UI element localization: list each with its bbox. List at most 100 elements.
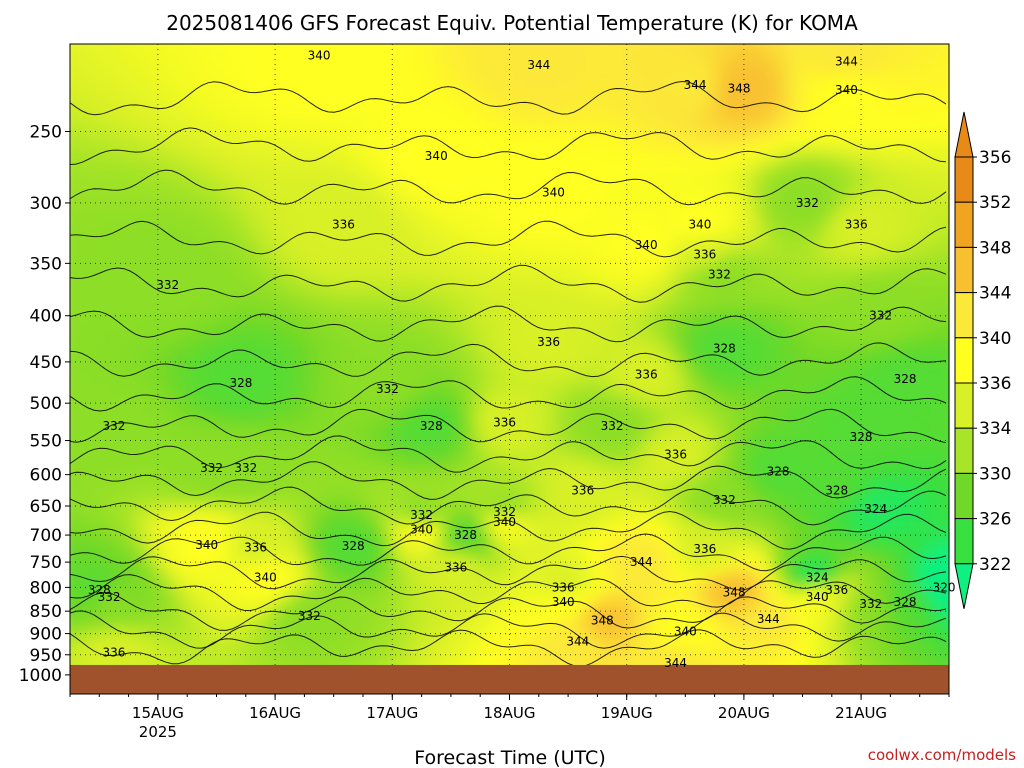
contour-line xyxy=(70,376,947,412)
contour-label: 340 xyxy=(308,49,331,63)
contour-label: 320 xyxy=(933,580,956,594)
contour-label: 336 xyxy=(825,583,848,597)
contour-label: 340 xyxy=(195,538,218,552)
colorbar-segment xyxy=(954,201,974,248)
colorbar-bottom-arrow xyxy=(954,563,974,609)
contour-label: 328 xyxy=(894,595,917,609)
grid-lines xyxy=(70,44,949,694)
y-tick-label: 750 xyxy=(30,553,62,573)
contour-label: 336 xyxy=(444,560,467,574)
contour-label: 332 xyxy=(493,505,516,519)
x-tick-sublabel: 2025 xyxy=(139,723,177,741)
contour-label: 328 xyxy=(88,583,111,597)
y-tick-label: 1000 xyxy=(19,666,62,686)
contour-label: 332 xyxy=(298,609,321,623)
colorbar-segment xyxy=(954,292,974,339)
contour-label: 332 xyxy=(98,590,121,604)
x-tick-label: 18AUG xyxy=(484,704,536,722)
contour-label: 328 xyxy=(850,430,873,444)
contour-label: 328 xyxy=(229,376,252,390)
contour-label: 344 xyxy=(527,58,550,72)
colorbar-label: 348 xyxy=(979,238,1011,258)
contour-label: 336 xyxy=(332,218,355,232)
contour-label: 340 xyxy=(835,83,858,97)
credit-text: coolwx.com/models xyxy=(868,746,1016,764)
contour-line xyxy=(70,80,947,116)
contour-label: 324 xyxy=(864,502,887,516)
colorbar: 356 352 348 344 340 336 334 330 326 322 xyxy=(954,111,1011,609)
y-tick-label: 300 xyxy=(30,194,62,214)
contour-label: 332 xyxy=(601,419,624,433)
contour-label: 336 xyxy=(664,448,687,462)
contour-label: 336 xyxy=(571,484,594,498)
contour-label: 340 xyxy=(254,570,277,584)
contour-line xyxy=(70,220,947,258)
contour-label: 336 xyxy=(537,335,560,349)
contour-label: 344 xyxy=(566,634,589,648)
contour-label: 328 xyxy=(825,484,848,498)
contour-label: 340 xyxy=(425,149,448,163)
contour-label: 336 xyxy=(552,580,575,594)
y-axis: 250 300 350 400 450 500 550 600 650 700 750 800 850 9… xyxy=(19,122,70,686)
contour-line xyxy=(70,408,947,444)
contour-line xyxy=(70,533,947,572)
ground-area xyxy=(70,664,949,694)
x-tick-label: 20AUG xyxy=(718,704,770,722)
x-tick-label: 21AUG xyxy=(835,704,887,722)
colorbar-top-arrow xyxy=(954,111,974,158)
contour-line xyxy=(70,510,947,550)
contour-label: 336 xyxy=(845,218,868,232)
contour-line xyxy=(70,555,947,591)
contour-label: 336 xyxy=(244,541,267,555)
contour-line xyxy=(70,610,947,649)
x-tick-label: 16AUG xyxy=(249,704,301,722)
colorbar-label: 352 xyxy=(979,193,1011,213)
contour-label: 332 xyxy=(869,309,892,323)
x-tick-label: 15AUG xyxy=(132,704,184,722)
contour-label: 328 xyxy=(713,342,736,356)
y-tick-label: 850 xyxy=(30,602,62,622)
contour-label: 332 xyxy=(713,493,736,507)
y-tick-label: 350 xyxy=(30,254,62,274)
temperature-field xyxy=(70,44,949,694)
contour-label: 332 xyxy=(410,508,433,522)
colorbar-label: 344 xyxy=(979,284,1011,304)
colorbar-label: 356 xyxy=(979,148,1011,168)
contour-label: 340 xyxy=(635,238,658,252)
x-tick-label: 19AUG xyxy=(601,704,653,722)
colorbar-label: 322 xyxy=(979,555,1011,575)
colorbar-segment xyxy=(954,472,974,520)
y-tick-label: 650 xyxy=(30,497,62,517)
contour-label: 328 xyxy=(894,372,917,386)
contour-label: 348 xyxy=(728,81,751,95)
contour-label: 336 xyxy=(493,415,516,429)
contour-label: 344 xyxy=(835,54,858,68)
colorbar-segment xyxy=(954,246,974,294)
colorbar-segment xyxy=(954,427,974,474)
colorbar-segment xyxy=(954,156,974,203)
contour-label: 340 xyxy=(688,218,711,232)
contour-label: 332 xyxy=(859,597,882,611)
y-tick-label: 800 xyxy=(30,578,62,598)
y-tick-label: 950 xyxy=(30,646,62,666)
contour-label: 336 xyxy=(102,646,125,660)
contour-line xyxy=(70,342,947,378)
contour-line xyxy=(70,305,947,343)
contour-label: 328 xyxy=(342,539,365,553)
contour-label: 332 xyxy=(796,196,819,210)
contour-label: 332 xyxy=(200,461,223,475)
contour-label: 332 xyxy=(708,267,731,281)
contour-label: 336 xyxy=(693,542,716,556)
contour-label: 332 xyxy=(102,419,125,433)
colorbar-label: 336 xyxy=(979,374,1011,394)
colorbar-label: 340 xyxy=(979,329,1011,349)
contour-line xyxy=(70,629,947,667)
contour-label: 332 xyxy=(376,382,399,396)
contour-label: 340 xyxy=(806,590,829,604)
contour-label: 340 xyxy=(552,595,575,609)
contour-label: 340 xyxy=(674,624,697,638)
